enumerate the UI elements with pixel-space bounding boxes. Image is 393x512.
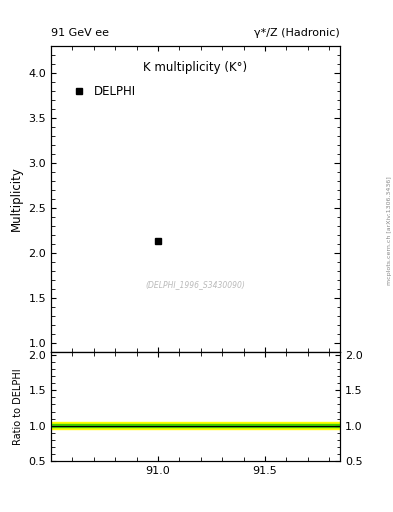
Bar xyxy=(51,424,340,427)
Y-axis label: Multiplicity: Multiplicity xyxy=(10,166,23,231)
Y-axis label: Ratio to DELPHI: Ratio to DELPHI xyxy=(13,368,23,444)
Text: mcplots.cern.ch [arXiv:1306.3436]: mcplots.cern.ch [arXiv:1306.3436] xyxy=(387,176,392,285)
Bar xyxy=(51,422,340,430)
Text: DELPHI: DELPHI xyxy=(94,84,136,97)
Text: K multiplicity (K°): K multiplicity (K°) xyxy=(143,61,248,74)
Text: 91 GeV ee: 91 GeV ee xyxy=(51,28,109,38)
Text: (DELPHI_1996_S3430090): (DELPHI_1996_S3430090) xyxy=(145,280,246,289)
Text: γ*/Z (Hadronic): γ*/Z (Hadronic) xyxy=(254,28,340,38)
